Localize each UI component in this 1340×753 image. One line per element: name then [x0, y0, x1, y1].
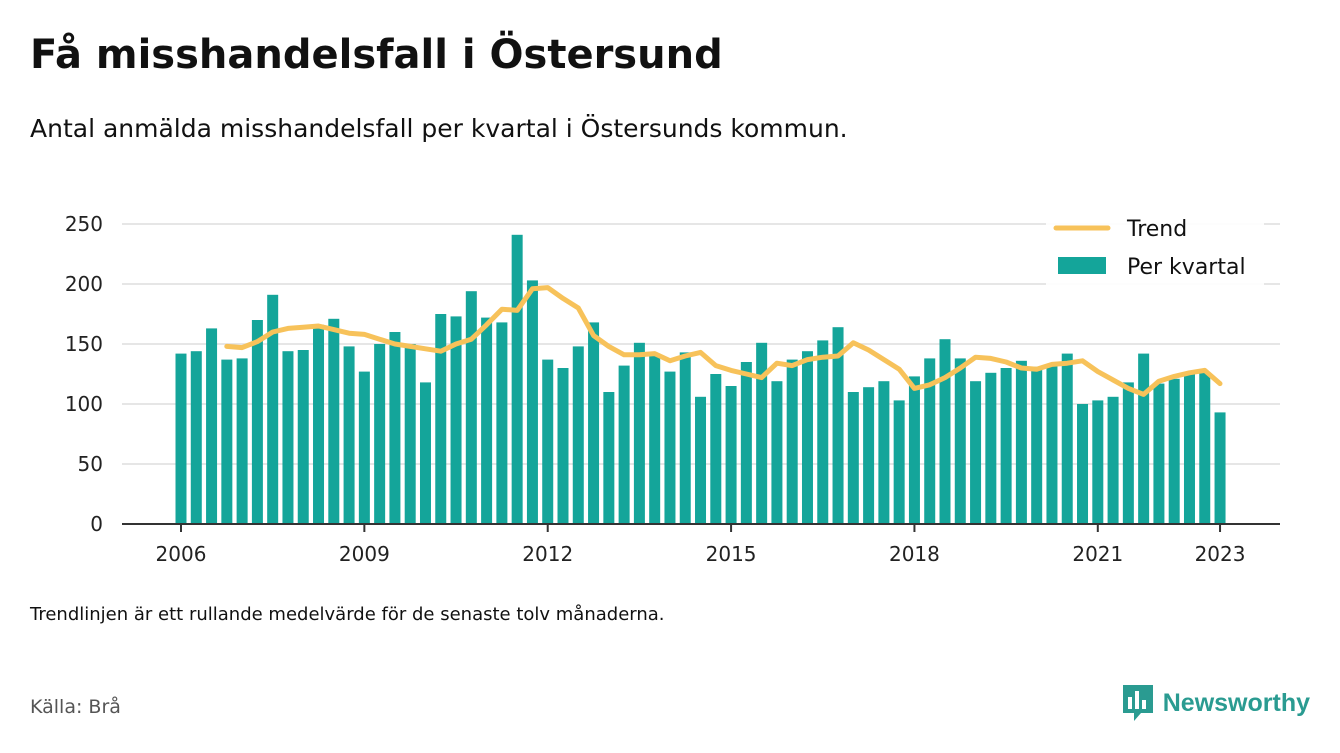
bar — [1031, 366, 1043, 524]
bar — [863, 387, 875, 524]
brand-logo: Newsworthy — [1121, 683, 1310, 723]
bar — [1061, 353, 1073, 524]
bar — [404, 344, 416, 524]
bar — [740, 362, 752, 524]
bar — [572, 346, 584, 524]
bar — [985, 372, 997, 524]
bar — [511, 234, 523, 525]
bar — [343, 346, 355, 524]
bar — [1015, 360, 1027, 524]
x-tick-label: 2021 — [1072, 542, 1123, 566]
bar — [328, 318, 340, 524]
bar — [297, 350, 309, 524]
legend-trend-label: Trend — [1126, 217, 1187, 242]
bar — [496, 322, 508, 524]
bar — [939, 339, 951, 524]
bar — [465, 291, 477, 524]
legend-bar-label: Per kvartal — [1127, 255, 1246, 280]
bar — [557, 368, 569, 524]
y-tick-label: 200 — [65, 272, 103, 296]
x-tick-label: 2012 — [522, 542, 573, 566]
bar — [786, 359, 798, 524]
bar — [267, 294, 279, 524]
trend-line — [224, 285, 1223, 397]
bar — [1000, 368, 1012, 524]
bar — [313, 324, 325, 524]
x-axis-ticks: 2006 2009 2012 2015 2018 2021 2023 — [156, 524, 1246, 566]
chart-subtitle: Antal anmälda misshandelsfall per kvarta… — [30, 114, 848, 143]
bar — [847, 392, 859, 524]
bar — [419, 382, 431, 524]
bar — [908, 376, 920, 524]
bar — [1046, 364, 1058, 524]
bar — [1183, 374, 1195, 524]
bar — [175, 353, 187, 524]
legend: Trend Per kvartal — [1046, 208, 1264, 286]
bar — [878, 381, 890, 524]
brand-name: Newsworthy — [1162, 688, 1310, 717]
bar-chart-logo-icon — [1122, 685, 1153, 721]
bar — [1092, 400, 1104, 524]
bar — [526, 280, 538, 524]
bar — [282, 351, 294, 524]
x-tick-label: 2006 — [156, 542, 207, 566]
bar — [358, 371, 370, 524]
chart-title: Få misshandelsfall i Östersund — [30, 32, 723, 78]
bar — [481, 317, 493, 524]
bar — [1138, 353, 1150, 524]
y-axis-ticks: 0 50 100 150 200 250 — [65, 212, 103, 536]
x-tick-label: 2015 — [706, 542, 757, 566]
bar — [450, 316, 462, 524]
bar — [725, 386, 737, 524]
footnote: Trendlinjen är ett rullande medelvärde f… — [30, 604, 665, 625]
source-label: Källa: Brå — [30, 696, 121, 718]
trend-series — [224, 285, 1223, 397]
bar-line-chart: 0 50 100 150 200 250 2006 2009 2012 2015 2018 2021… — [64, 208, 1280, 566]
bar — [435, 314, 447, 524]
bar — [236, 358, 248, 524]
bar — [542, 359, 554, 524]
y-tick-label: 50 — [78, 452, 103, 476]
y-tick-label: 100 — [65, 392, 103, 416]
bar — [603, 392, 615, 524]
bar — [954, 358, 966, 524]
bar — [389, 332, 401, 524]
bar — [206, 328, 218, 524]
bar — [190, 351, 202, 524]
bar — [832, 327, 844, 524]
bar — [801, 351, 813, 524]
bar — [618, 365, 630, 524]
y-tick-label: 0 — [90, 512, 103, 536]
legend-bar-swatch — [1058, 257, 1106, 274]
bar — [679, 352, 691, 524]
bar — [649, 353, 661, 524]
bar — [221, 359, 233, 524]
y-tick-label: 250 — [65, 212, 103, 236]
bar-series — [175, 234, 1226, 525]
bar — [374, 344, 386, 524]
x-tick-label: 2023 — [1195, 542, 1246, 566]
bar — [1153, 383, 1165, 524]
bar — [251, 320, 263, 524]
bar — [664, 371, 676, 524]
bar — [771, 381, 783, 524]
bar — [588, 322, 600, 524]
bar — [970, 381, 982, 524]
bar — [756, 342, 768, 524]
x-tick-label: 2009 — [339, 542, 390, 566]
bar — [1107, 396, 1119, 524]
bar — [1077, 404, 1089, 524]
bar — [1214, 412, 1226, 524]
x-tick-label: 2018 — [889, 542, 940, 566]
bar — [1168, 378, 1180, 524]
bar — [817, 340, 829, 524]
bar — [1122, 382, 1134, 524]
bar — [924, 358, 936, 524]
bar — [695, 396, 707, 524]
bar — [893, 400, 905, 524]
bar — [1199, 372, 1211, 524]
bar — [633, 342, 645, 524]
bar — [710, 374, 722, 524]
y-tick-label: 150 — [65, 332, 103, 356]
